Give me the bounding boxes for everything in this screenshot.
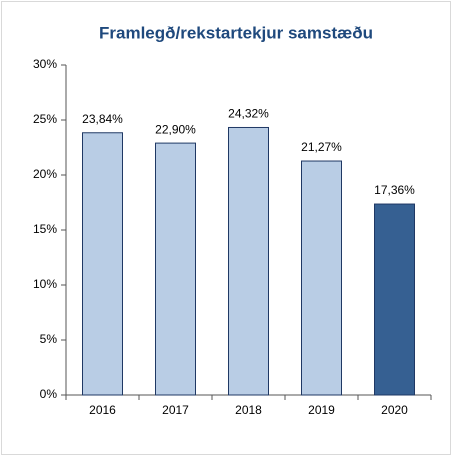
chart-title: Framlegð/rekstartekjur samstæðu: [99, 23, 373, 42]
x-tick-label: 2017: [162, 403, 189, 417]
y-tick-label: 0%: [40, 387, 58, 401]
bar: [82, 132, 123, 396]
bar: [155, 142, 196, 396]
value-label: 17,36%: [374, 183, 415, 197]
y-tick-label: 30%: [33, 57, 57, 71]
x-tick-label: 2020: [381, 403, 408, 417]
x-tick-label: 2016: [89, 403, 116, 417]
bar: [228, 126, 269, 396]
bar: [301, 160, 342, 396]
x-tick-label: 2018: [235, 403, 262, 417]
value-label: 22,90%: [155, 122, 196, 136]
y-tick-label: 5%: [40, 332, 58, 346]
value-label: 21,27%: [301, 140, 342, 154]
value-label: 24,32%: [228, 107, 269, 121]
y-tick-label: 25%: [33, 112, 57, 126]
value-label: 23,84%: [82, 112, 123, 126]
x-tick-label: 2019: [308, 403, 335, 417]
bar: [374, 203, 415, 396]
y-tick-label: 20%: [33, 167, 57, 181]
y-tick-label: 10%: [33, 277, 57, 291]
y-tick-label: 15%: [33, 222, 57, 236]
